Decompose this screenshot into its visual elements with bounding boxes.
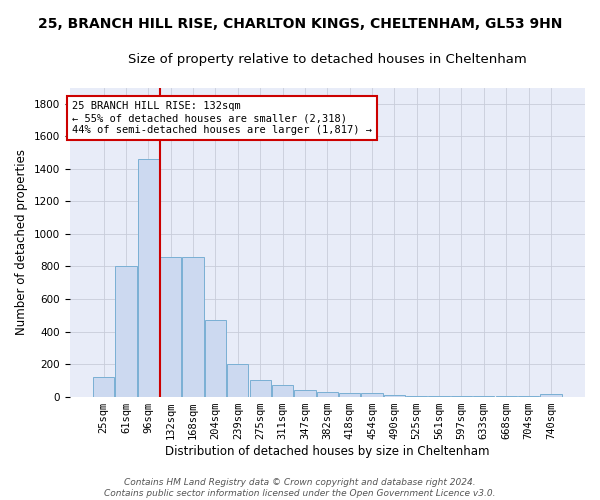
Bar	[160, 256, 181, 396]
Bar	[384, 395, 405, 396]
Bar	[294, 390, 316, 396]
Bar	[227, 364, 248, 396]
Text: 25 BRANCH HILL RISE: 132sqm
← 55% of detached houses are smaller (2,318)
44% of : 25 BRANCH HILL RISE: 132sqm ← 55% of det…	[72, 102, 372, 134]
Bar	[272, 385, 293, 396]
Bar	[93, 377, 114, 396]
Bar	[339, 394, 360, 396]
Bar	[137, 159, 159, 396]
Title: Size of property relative to detached houses in Cheltenham: Size of property relative to detached ho…	[128, 52, 527, 66]
Bar	[541, 394, 562, 396]
Bar	[205, 320, 226, 396]
Bar	[115, 266, 137, 396]
Bar	[250, 380, 271, 396]
Bar	[361, 394, 383, 396]
Text: 25, BRANCH HILL RISE, CHARLTON KINGS, CHELTENHAM, GL53 9HN: 25, BRANCH HILL RISE, CHARLTON KINGS, CH…	[38, 18, 562, 32]
Text: Contains HM Land Registry data © Crown copyright and database right 2024.
Contai: Contains HM Land Registry data © Crown c…	[104, 478, 496, 498]
Bar	[317, 392, 338, 396]
X-axis label: Distribution of detached houses by size in Cheltenham: Distribution of detached houses by size …	[165, 444, 490, 458]
Y-axis label: Number of detached properties: Number of detached properties	[15, 149, 28, 335]
Bar	[182, 256, 203, 396]
